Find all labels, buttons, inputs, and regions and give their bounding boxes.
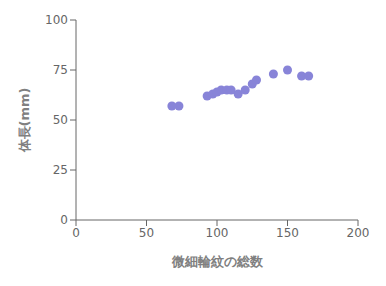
svg-text:200: 200: [347, 226, 370, 240]
svg-text:50: 50: [53, 113, 68, 127]
svg-text:体長(mm): 体長(mm): [17, 88, 32, 154]
svg-text:50: 50: [139, 226, 154, 240]
svg-text:0: 0: [72, 226, 80, 240]
svg-text:150: 150: [276, 226, 299, 240]
svg-text:100: 100: [45, 13, 68, 27]
svg-text:微細輪紋の総数: 微細輪紋の総数: [171, 254, 264, 269]
svg-text:0: 0: [60, 213, 68, 227]
svg-text:75: 75: [53, 63, 68, 77]
svg-text:100: 100: [206, 226, 229, 240]
svg-text:25: 25: [53, 163, 68, 177]
